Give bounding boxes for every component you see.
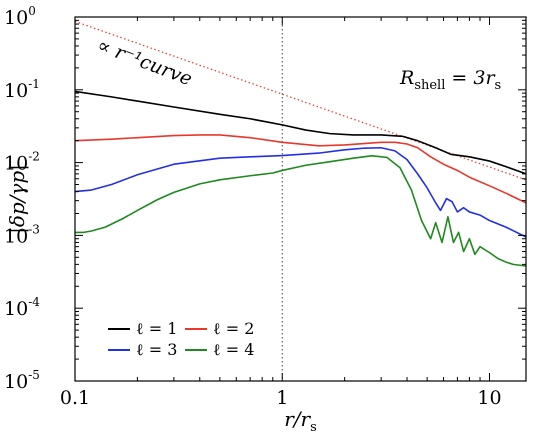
- series-line-3: [74, 146, 527, 238]
- x-tick-label: 1: [276, 387, 288, 409]
- y-tick-base: 10: [4, 371, 28, 393]
- y-tick-exponent: -2: [28, 150, 40, 164]
- y-tick-base: 10: [4, 298, 28, 320]
- y-tick-exponent: -5: [28, 368, 40, 382]
- shell-radius-annotation-script: shell: [414, 78, 445, 93]
- plot-frame: [74, 16, 527, 382]
- x-axis-title-run: r/r: [284, 407, 311, 431]
- x-axis-title: r/rs: [284, 407, 317, 432]
- y-tick-base: 10: [4, 7, 28, 29]
- y-tick-base: 10: [4, 153, 28, 175]
- shell-radius-annotation-run: = 3r: [445, 67, 496, 89]
- y-tick-label: 10-2: [4, 150, 40, 175]
- legend-label-3: ℓ = 3: [136, 340, 177, 359]
- shell-radius-annotation-script: s: [495, 78, 502, 93]
- y-tick-label: 10-3: [4, 222, 40, 247]
- y-tick-label: 10-4: [4, 295, 40, 320]
- series-layer: [74, 17, 527, 381]
- series-line-2: [74, 134, 527, 204]
- y-tick-label: 100: [4, 4, 36, 29]
- y-tick-label: 10-1: [4, 77, 40, 102]
- legend-label-2: ℓ = 2: [213, 319, 254, 338]
- x-tick-label: 10: [477, 387, 501, 409]
- series-line-4: [75, 155, 527, 267]
- y-axis-title: |δp/γp|: [5, 164, 30, 234]
- y-tick-label: 10-5: [4, 368, 40, 393]
- y-tick-base: 10: [4, 80, 28, 102]
- shell-radius-annotation: Rshell = 3rs: [399, 67, 501, 93]
- y-tick-exponent: -1: [28, 77, 40, 91]
- legend: ℓ = 1 ℓ = 2 ℓ = 3 ℓ = 4: [108, 319, 254, 359]
- y-tick-exponent: 0: [28, 4, 36, 18]
- x-tick-label: 0.1: [60, 387, 90, 409]
- legend-label-4: ℓ = 4: [213, 340, 254, 359]
- y-tick-base: 10: [4, 225, 28, 247]
- ticks-layer: [74, 16, 526, 382]
- legend-label-1: ℓ = 1: [136, 319, 177, 338]
- series-line-1: [74, 90, 527, 175]
- y-tick-exponent: -4: [28, 295, 40, 309]
- shell-radius-annotation-run: R: [399, 67, 414, 89]
- y-tick-exponent: -3: [28, 222, 40, 236]
- x-axis-title-script: s: [310, 420, 317, 432]
